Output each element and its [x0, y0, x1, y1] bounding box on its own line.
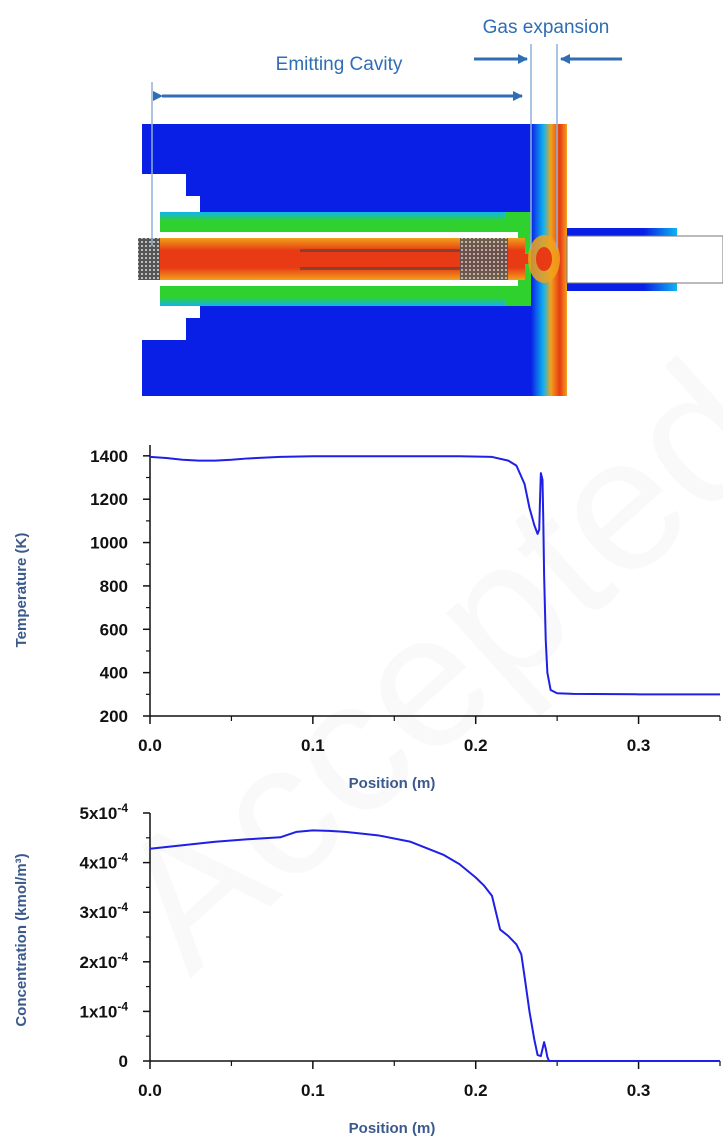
- x-axis-title: Position (m): [349, 1120, 436, 1137]
- outlet-tube-bottom: [567, 283, 677, 291]
- x-axis-title: Position (m): [349, 775, 436, 792]
- y-axis-title: Concentration (kmol/m³): [13, 853, 30, 1026]
- y-tick-label: 200: [100, 707, 128, 726]
- simulation-diagram: Emitting Cavity Gas expansion: [138, 17, 723, 396]
- x-tick-label: 0.2: [464, 736, 488, 755]
- x-tick-label: 0.2: [464, 1081, 488, 1100]
- y-tick-label: 1400: [90, 447, 128, 466]
- y-tick-label: 600: [100, 620, 128, 639]
- y-tick-label: 400: [100, 664, 128, 683]
- y-tick-label: 3x10-4: [80, 900, 129, 922]
- temperature-chart: 0.0 0.1 0.2 0.3 200 400 600 800 1000 1200 1400 Po…: [13, 445, 721, 792]
- cavity-slot: [166, 318, 186, 340]
- y-tick-label: 5x10-4: [80, 801, 129, 823]
- x-tick-label: 0.0: [138, 1081, 162, 1100]
- y-tick-label: 1x10-4: [80, 999, 129, 1021]
- y-tick-label: 800: [100, 577, 128, 596]
- x-tick-label: 0.3: [627, 1081, 651, 1100]
- y-axis-title: Temperature (K): [13, 533, 30, 648]
- series-line: [149, 455, 720, 696]
- y-tick-label: 1200: [90, 490, 128, 509]
- emitting-cavity-label: Emitting Cavity: [276, 54, 403, 75]
- y-tick-label: 2x10-4: [80, 950, 129, 972]
- outlet-tube-top: [567, 228, 677, 236]
- expansion-plume-core: [536, 247, 552, 271]
- x-tick-label: 0.3: [627, 736, 651, 755]
- y-tick-label: 1000: [90, 534, 128, 553]
- hatched-insert: [460, 238, 508, 280]
- gas-expansion-label: Gas expansion: [483, 17, 610, 38]
- hatched-strip: [300, 267, 460, 270]
- x-tick-label: 0.1: [301, 1081, 325, 1100]
- outlet-opening: [566, 235, 723, 284]
- concentration-chart: 0.0 0.1 0.2 0.3 0 1x10-4 2x10-4 3x10-4 4x10-4 5x…: [13, 801, 721, 1137]
- x-tick-label: 0.1: [301, 736, 325, 755]
- series-line: [149, 829, 720, 1062]
- inner-shell-top: [160, 212, 520, 234]
- hatched-insert: [138, 238, 160, 280]
- core-centerline: [150, 254, 530, 264]
- y-tick-label: 4x10-4: [80, 851, 129, 873]
- x-tick-label: 0.0: [138, 736, 162, 755]
- y-tick-label: 0: [119, 1052, 128, 1071]
- cavity-slot: [166, 174, 186, 196]
- hatched-strip: [300, 249, 460, 252]
- inner-shell-bottom: [160, 284, 520, 306]
